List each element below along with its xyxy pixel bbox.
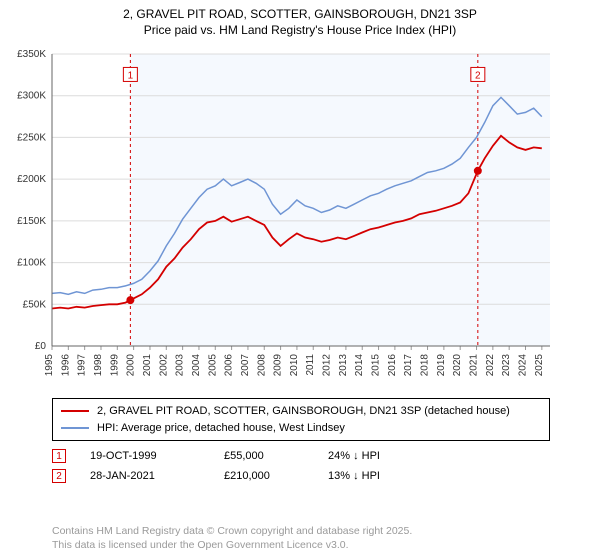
footnote-line1: Contains HM Land Registry data © Crown c… bbox=[52, 524, 550, 538]
legend-label: HPI: Average price, detached house, West… bbox=[97, 420, 345, 437]
svg-text:2000: 2000 bbox=[126, 354, 137, 377]
transaction-row: 1 19-OCT-1999 £55,000 24% ↓ HPI bbox=[52, 446, 418, 466]
marker-box: 1 bbox=[52, 449, 66, 463]
svg-text:1999: 1999 bbox=[109, 354, 120, 377]
legend-swatch bbox=[61, 410, 89, 412]
svg-text:2011: 2011 bbox=[305, 354, 316, 376]
svg-text:2014: 2014 bbox=[354, 354, 365, 377]
svg-text:2018: 2018 bbox=[420, 354, 431, 377]
marker-box: 2 bbox=[52, 469, 66, 483]
svg-text:2005: 2005 bbox=[207, 354, 218, 377]
footnote-line2: This data is licensed under the Open Gov… bbox=[52, 538, 550, 552]
title-line2: Price paid vs. HM Land Registry's House … bbox=[0, 22, 600, 38]
svg-text:£0: £0 bbox=[35, 341, 47, 352]
svg-text:£350K: £350K bbox=[17, 49, 46, 60]
svg-text:£300K: £300K bbox=[17, 91, 46, 102]
chart-container: 2, GRAVEL PIT ROAD, SCOTTER, GAINSBOROUG… bbox=[0, 0, 600, 560]
footnote: Contains HM Land Registry data © Crown c… bbox=[52, 524, 550, 552]
svg-text:2017: 2017 bbox=[403, 354, 414, 377]
svg-text:2002: 2002 bbox=[158, 354, 169, 377]
svg-text:£250K: £250K bbox=[17, 132, 46, 143]
svg-text:2007: 2007 bbox=[240, 354, 251, 377]
legend-swatch bbox=[61, 427, 89, 429]
svg-text:2024: 2024 bbox=[518, 354, 529, 377]
svg-text:2020: 2020 bbox=[452, 354, 463, 377]
svg-text:1998: 1998 bbox=[93, 354, 104, 377]
svg-text:2019: 2019 bbox=[436, 354, 447, 377]
transaction-delta: 24% ↓ HPI bbox=[328, 450, 418, 462]
svg-text:2023: 2023 bbox=[501, 354, 512, 377]
legend: 2, GRAVEL PIT ROAD, SCOTTER, GAINSBOROUG… bbox=[52, 398, 550, 441]
transaction-markers: 1 19-OCT-1999 £55,000 24% ↓ HPI 2 28-JAN… bbox=[52, 446, 418, 486]
svg-text:2013: 2013 bbox=[338, 354, 349, 377]
svg-text:2004: 2004 bbox=[191, 354, 202, 377]
transaction-price: £210,000 bbox=[224, 470, 304, 482]
title-block: 2, GRAVEL PIT ROAD, SCOTTER, GAINSBOROUG… bbox=[0, 0, 600, 38]
svg-text:£100K: £100K bbox=[17, 258, 46, 269]
svg-text:1996: 1996 bbox=[60, 354, 71, 377]
svg-text:1997: 1997 bbox=[77, 354, 88, 377]
svg-text:2006: 2006 bbox=[224, 354, 235, 377]
svg-text:2003: 2003 bbox=[175, 354, 186, 377]
svg-text:2012: 2012 bbox=[322, 354, 333, 377]
svg-text:2016: 2016 bbox=[387, 354, 398, 377]
svg-text:2022: 2022 bbox=[485, 354, 496, 377]
svg-text:£200K: £200K bbox=[17, 174, 46, 185]
svg-text:2010: 2010 bbox=[289, 354, 300, 377]
svg-text:1995: 1995 bbox=[44, 354, 55, 377]
svg-text:£50K: £50K bbox=[23, 299, 47, 310]
svg-text:2009: 2009 bbox=[273, 354, 284, 377]
svg-text:2001: 2001 bbox=[142, 354, 153, 377]
chart-svg: £0 £50K £100K £150K £200K £250K £300K £350K 1995… bbox=[0, 44, 600, 384]
legend-label: 2, GRAVEL PIT ROAD, SCOTTER, GAINSBOROUG… bbox=[97, 403, 510, 420]
legend-item: 2, GRAVEL PIT ROAD, SCOTTER, GAINSBOROUG… bbox=[61, 403, 541, 420]
transaction-delta: 13% ↓ HPI bbox=[328, 470, 418, 482]
transaction-date: 28-JAN-2021 bbox=[90, 470, 200, 482]
transaction-price: £55,000 bbox=[224, 450, 304, 462]
svg-text:2021: 2021 bbox=[469, 354, 480, 377]
svg-text:£150K: £150K bbox=[17, 216, 46, 227]
svg-text:2: 2 bbox=[475, 70, 481, 81]
svg-text:1: 1 bbox=[128, 70, 134, 81]
svg-text:2008: 2008 bbox=[256, 354, 267, 377]
svg-text:2025: 2025 bbox=[534, 354, 545, 377]
transaction-row: 2 28-JAN-2021 £210,000 13% ↓ HPI bbox=[52, 466, 418, 486]
chart: £0 £50K £100K £150K £200K £250K £300K £350K 1995… bbox=[0, 44, 600, 384]
legend-item: HPI: Average price, detached house, West… bbox=[61, 420, 541, 437]
transaction-date: 19-OCT-1999 bbox=[90, 450, 200, 462]
title-line1: 2, GRAVEL PIT ROAD, SCOTTER, GAINSBOROUG… bbox=[0, 6, 600, 22]
svg-text:2015: 2015 bbox=[371, 354, 382, 377]
